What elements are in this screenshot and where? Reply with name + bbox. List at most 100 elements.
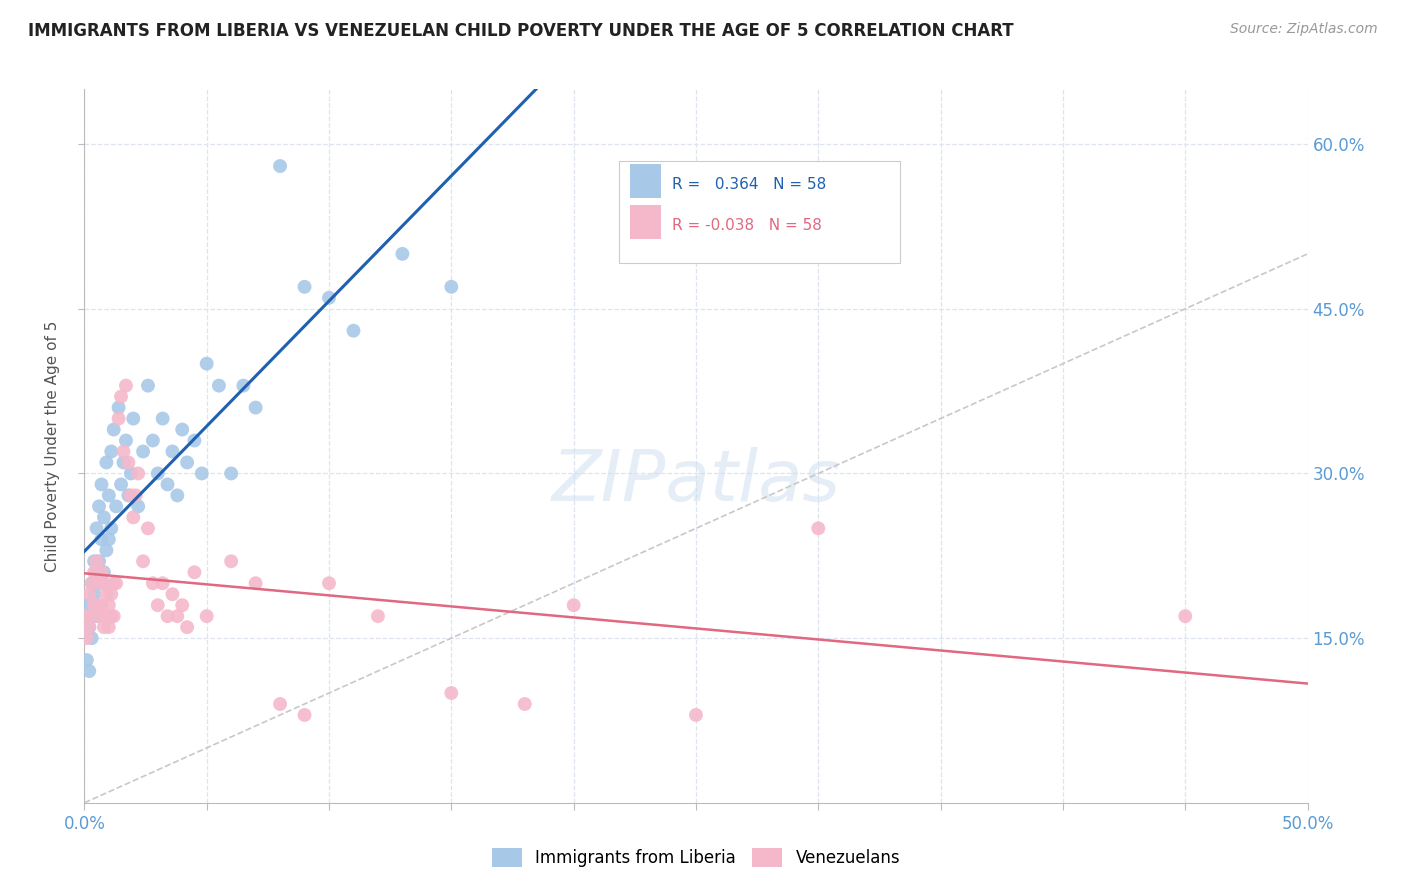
Point	[80, 576, 103, 591]
Point	[76, 631, 98, 645]
Point	[245, 401, 267, 415]
Text: R =   0.364   N = 58: R = 0.364 N = 58	[672, 177, 827, 192]
Point	[127, 500, 149, 514]
Point	[90, 533, 112, 547]
Point	[83, 598, 105, 612]
Point	[142, 576, 165, 591]
Point	[318, 291, 340, 305]
Point	[172, 423, 194, 437]
Point	[142, 434, 165, 448]
Point	[100, 609, 122, 624]
Point	[245, 576, 267, 591]
Point	[93, 510, 115, 524]
Point	[562, 598, 585, 612]
Point	[100, 444, 122, 458]
Point	[219, 554, 242, 568]
Point	[513, 697, 536, 711]
Point	[103, 609, 125, 624]
Point	[191, 467, 214, 481]
Point	[115, 434, 138, 448]
Point	[105, 576, 128, 591]
Point	[110, 390, 132, 404]
Point	[86, 521, 108, 535]
Point	[183, 566, 205, 580]
Point	[97, 620, 120, 634]
Point	[391, 247, 413, 261]
Point	[100, 521, 122, 535]
Point	[93, 566, 115, 580]
Point	[86, 566, 108, 580]
Point	[80, 609, 103, 624]
Text: ZIPatlas: ZIPatlas	[551, 447, 841, 516]
Point	[156, 609, 179, 624]
Point	[208, 378, 231, 392]
Point	[77, 620, 100, 634]
Point	[367, 609, 389, 624]
Point	[156, 477, 179, 491]
Point	[166, 609, 188, 624]
Point	[107, 411, 129, 425]
Point	[172, 598, 194, 612]
Point	[183, 434, 205, 448]
Point	[195, 609, 218, 624]
Point	[86, 598, 108, 612]
Point	[176, 455, 198, 469]
Text: Source: ZipAtlas.com: Source: ZipAtlas.com	[1230, 22, 1378, 37]
Point	[195, 357, 218, 371]
Point	[83, 554, 105, 568]
Point	[166, 488, 188, 502]
Point	[440, 686, 463, 700]
Point	[96, 455, 118, 469]
Point	[105, 500, 128, 514]
Point	[90, 477, 112, 491]
Point	[120, 488, 142, 502]
Point	[162, 587, 184, 601]
Point	[127, 467, 149, 481]
Point	[132, 444, 155, 458]
Point	[83, 566, 105, 580]
Point	[146, 467, 169, 481]
Point	[96, 609, 118, 624]
Point	[152, 576, 174, 591]
Point	[77, 620, 100, 634]
Point	[269, 159, 291, 173]
Point	[97, 533, 120, 547]
Point	[294, 708, 316, 723]
Text: R = -0.038   N = 58: R = -0.038 N = 58	[672, 218, 823, 233]
Point	[76, 609, 98, 624]
Point	[90, 566, 112, 580]
Point	[117, 488, 139, 502]
Point	[1174, 609, 1197, 624]
Point	[76, 653, 98, 667]
Point	[122, 510, 145, 524]
Point	[80, 609, 103, 624]
Point	[115, 378, 138, 392]
Point	[136, 378, 159, 392]
Point	[112, 455, 135, 469]
Point	[93, 576, 115, 591]
Point	[77, 587, 100, 601]
Point	[146, 598, 169, 612]
Point	[232, 378, 254, 392]
Point	[132, 554, 155, 568]
Point	[80, 631, 103, 645]
Point	[86, 609, 108, 624]
Point	[269, 697, 291, 711]
Point	[152, 411, 174, 425]
Point	[136, 521, 159, 535]
Point	[294, 280, 316, 294]
Point	[100, 587, 122, 601]
Point	[90, 598, 112, 612]
Point	[440, 280, 463, 294]
Point	[103, 423, 125, 437]
Point	[76, 598, 98, 612]
Point	[107, 401, 129, 415]
Point	[83, 587, 105, 601]
Point	[176, 620, 198, 634]
Point	[97, 488, 120, 502]
Point	[120, 467, 142, 481]
Point	[93, 620, 115, 634]
Y-axis label: Child Poverty Under the Age of 5: Child Poverty Under the Age of 5	[45, 320, 60, 572]
Point	[112, 444, 135, 458]
Point	[685, 708, 707, 723]
